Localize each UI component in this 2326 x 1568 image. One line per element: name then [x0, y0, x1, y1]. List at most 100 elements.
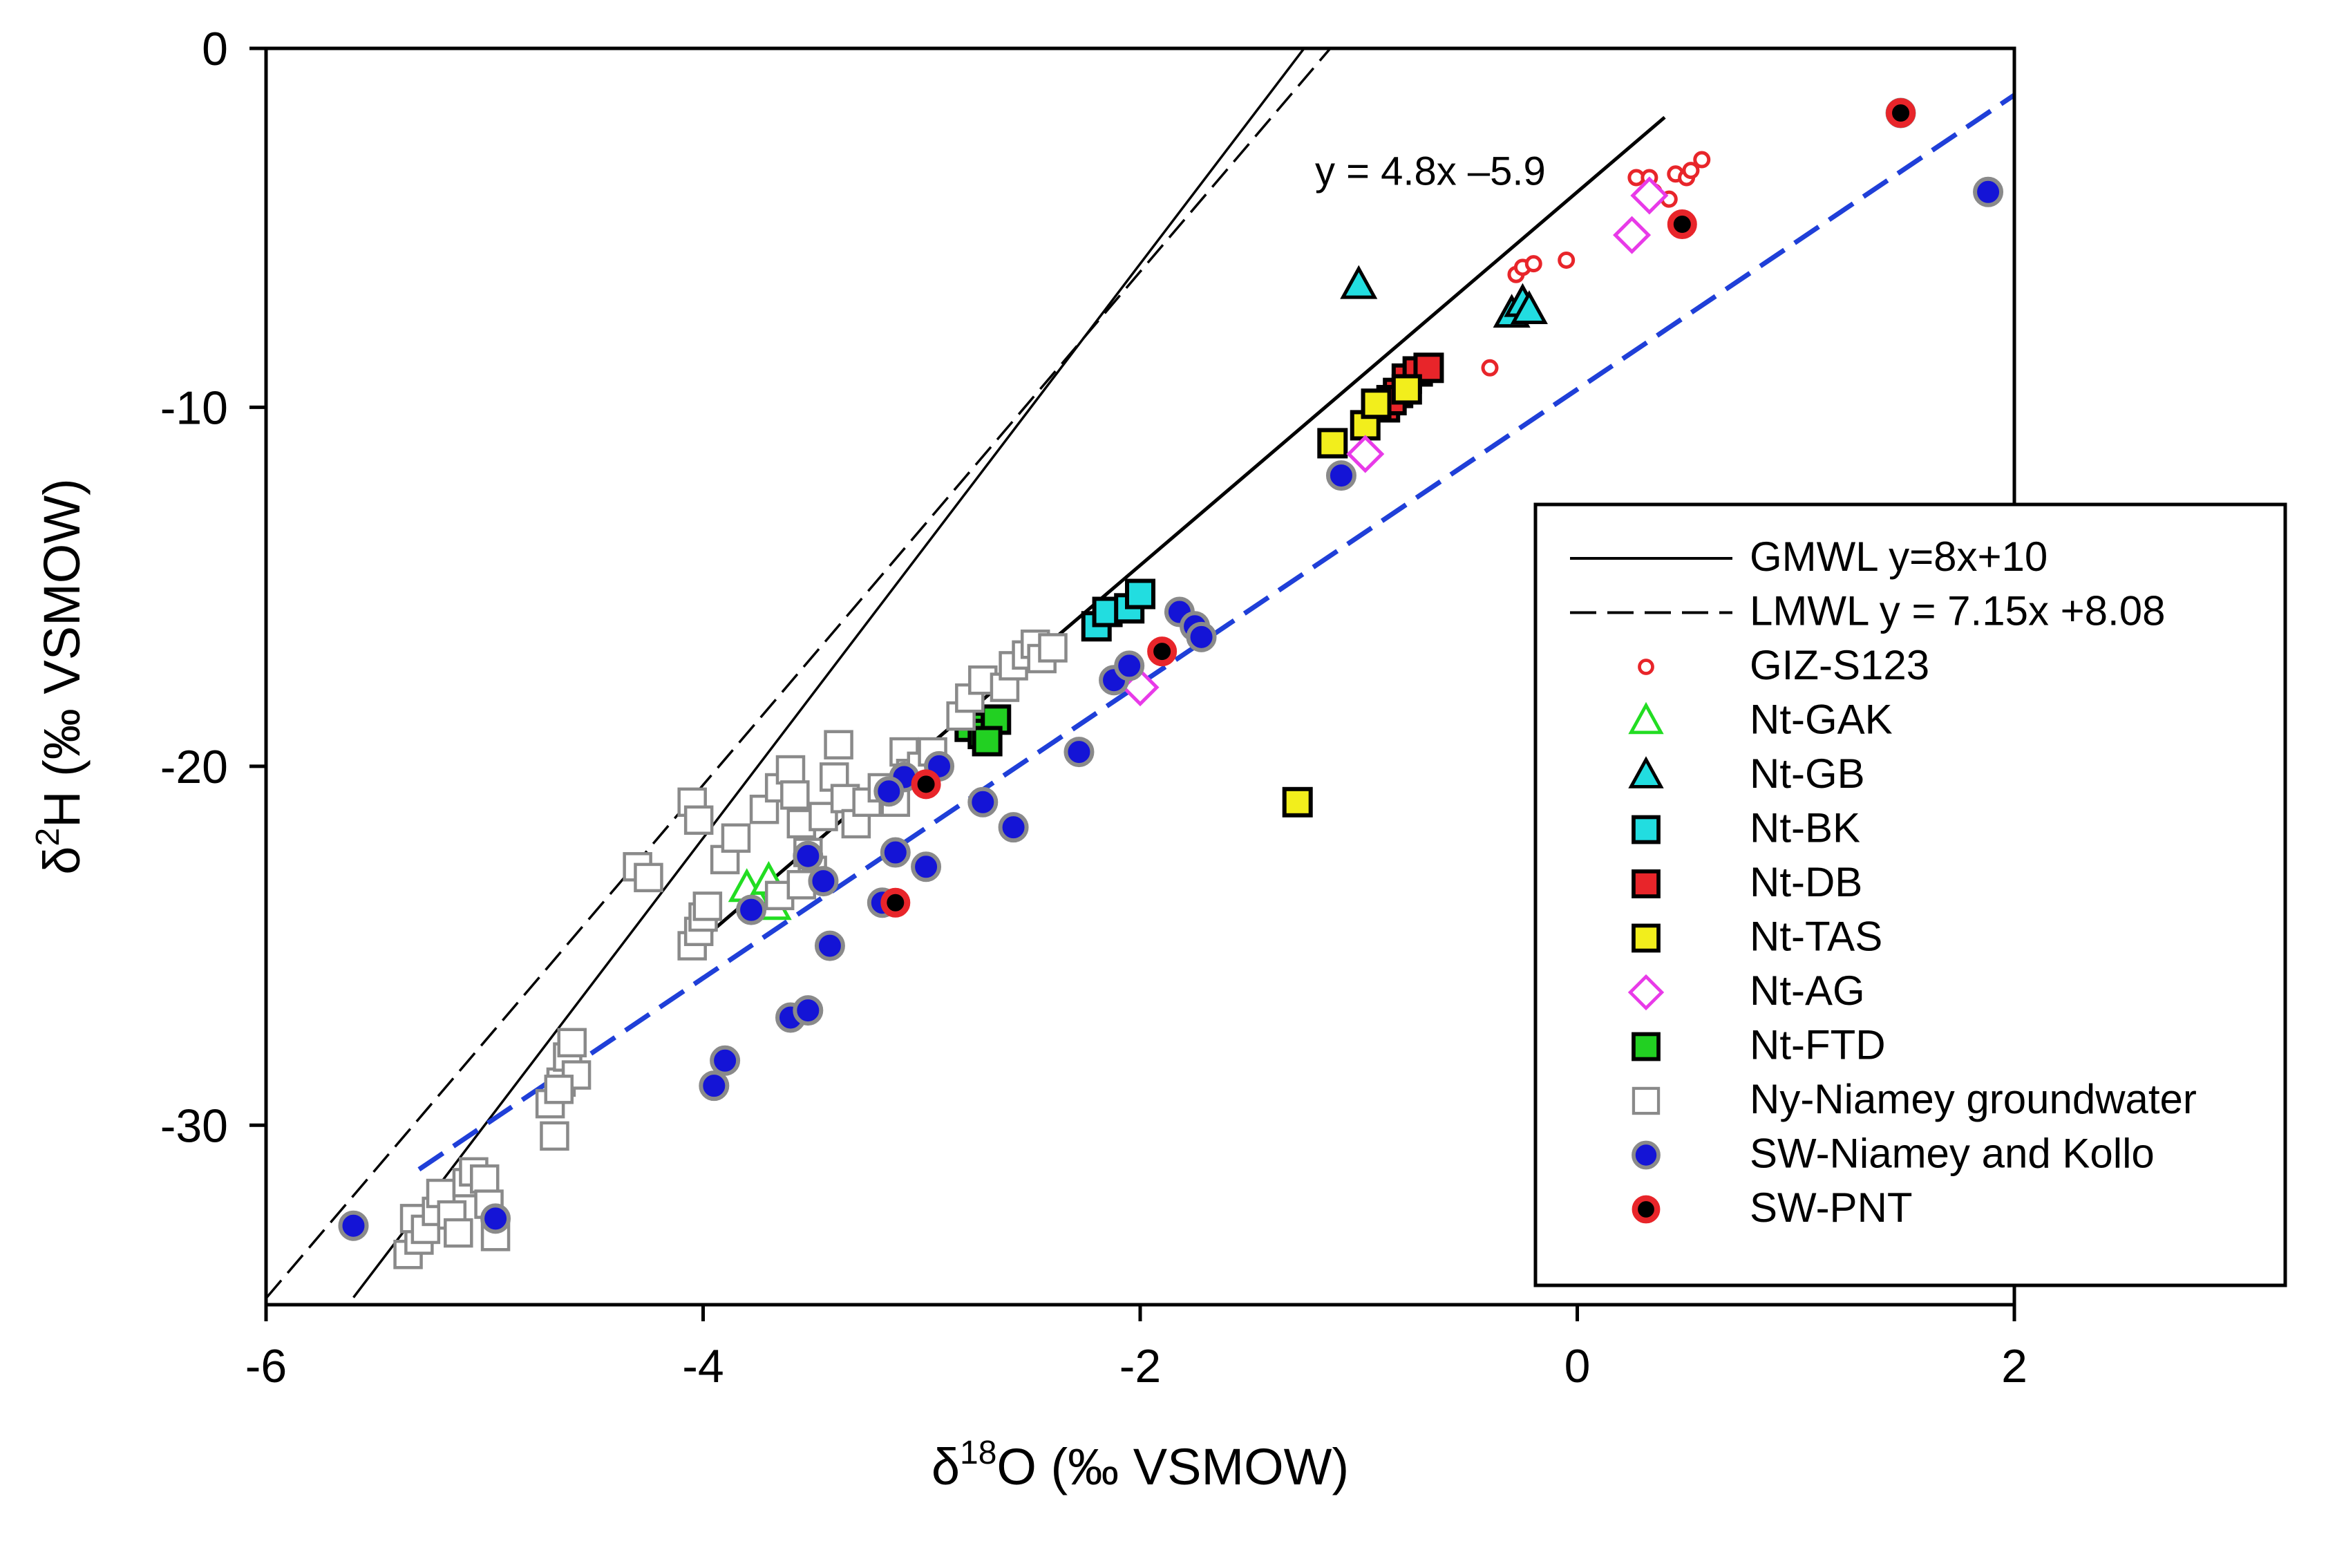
data-point — [911, 769, 941, 800]
y-tick-label: -10 — [160, 381, 228, 434]
data-point — [1481, 359, 1499, 377]
data-point — [1125, 578, 1155, 610]
fit-line-1 — [266, 48, 1332, 1299]
data-point — [1682, 162, 1700, 180]
data-point — [998, 812, 1029, 843]
data-point — [444, 1218, 473, 1248]
legend-label: SW-PNT — [1750, 1184, 1913, 1231]
fit-line-3 — [417, 93, 2014, 1172]
data-point — [634, 862, 663, 893]
data-point — [1346, 435, 1385, 473]
series-9 — [338, 97, 2004, 1241]
y-axis-title: δ2H (‰ VSMOW) — [30, 478, 91, 875]
fit-line-0 — [352, 48, 1305, 1298]
legend-marker — [1632, 923, 1661, 953]
data-point — [911, 851, 942, 882]
data-point — [967, 786, 999, 818]
legend-label: LMWL y = 7.15x +8.08 — [1750, 588, 2165, 634]
data-point — [814, 930, 845, 961]
series-10 — [880, 97, 1916, 918]
data-point — [1186, 621, 1217, 652]
x-tick-label: 2 — [2001, 1340, 2027, 1392]
legend-marker — [1632, 1140, 1661, 1170]
data-point — [880, 887, 911, 918]
series-5 — [1282, 374, 1422, 818]
legend-marker — [1632, 869, 1661, 898]
legend-label: Nt-AG — [1750, 967, 1865, 1014]
legend-marker — [1632, 1086, 1661, 1115]
data-point — [1630, 176, 1669, 215]
data-point — [1063, 737, 1095, 768]
data-point — [1510, 290, 1548, 324]
x-tick-label: 0 — [1564, 1340, 1591, 1392]
x-axis-title-superscript: 18 — [960, 1435, 996, 1471]
y-tick-label: 0 — [202, 23, 228, 75]
data-point — [1524, 255, 1542, 273]
data-point — [1973, 176, 2004, 207]
data-point — [721, 823, 751, 853]
series-2 — [1340, 265, 1548, 328]
legend-label: SW-Niamey and Kollo — [1750, 1131, 2155, 1177]
data-point — [1391, 374, 1422, 405]
data-point — [873, 776, 905, 807]
data-point — [1340, 265, 1378, 299]
data-point — [544, 1075, 574, 1104]
legend: GMWL y=8x+10 LMWL y = 7.15x +8.08 GIZ-S123… — [1533, 502, 2287, 1287]
data-point — [1693, 151, 1711, 169]
data-point — [540, 1121, 569, 1151]
data-point — [1558, 251, 1576, 269]
data-point — [736, 894, 767, 925]
data-point — [699, 1070, 730, 1102]
legend-label: GMWL y=8x+10 — [1750, 533, 2048, 580]
legend-marker — [1632, 1032, 1661, 1061]
legend-label: Nt-FTD — [1750, 1022, 1886, 1068]
data-point — [692, 891, 723, 921]
x-axis-title-prefix: δ — [932, 1438, 960, 1495]
data-point — [808, 866, 839, 897]
data-point — [1114, 650, 1145, 681]
data-point — [972, 726, 1003, 757]
legend-marker — [1628, 756, 1664, 788]
x-tick-label: -2 — [1119, 1340, 1161, 1392]
legend-label: Nt-BK — [1750, 805, 1860, 851]
series-8 — [393, 630, 1068, 1269]
data-point — [1147, 636, 1178, 667]
series-3 — [1081, 578, 1155, 642]
data-point — [809, 802, 838, 831]
data-point — [1282, 786, 1313, 818]
y-axis-title-rest: H (‰ VSMOW) — [33, 478, 91, 828]
data-point — [1886, 97, 1916, 128]
series-6 — [1121, 176, 1669, 707]
data-point — [780, 780, 810, 810]
regression-equation-annotation: y = 4.8x ‒5.9 — [1315, 149, 1546, 193]
data-point — [824, 730, 853, 759]
plot-marks — [266, 48, 2014, 1299]
data-point — [480, 1203, 511, 1234]
data-point — [1413, 352, 1444, 384]
axes: -6 -4 -2 0 20-10-20-30 — [160, 23, 2027, 1392]
legend-marker — [1638, 659, 1654, 675]
legend-label: Nt-DB — [1750, 859, 1862, 905]
x-axis-title-rest: O (‰ VSMOW) — [996, 1438, 1349, 1495]
data-point — [338, 1210, 369, 1241]
data-point — [470, 1164, 500, 1194]
data-point — [710, 1045, 741, 1076]
x-tick-label: -6 — [245, 1340, 287, 1392]
legend-marker — [1632, 815, 1661, 844]
legend-marker — [1632, 1195, 1661, 1224]
x-tick-label: -4 — [682, 1340, 724, 1392]
data-point — [775, 755, 806, 785]
data-point — [1317, 428, 1348, 459]
data-point — [793, 995, 824, 1026]
y-axis-title-superscript: 2 — [30, 828, 66, 847]
data-point — [683, 805, 714, 835]
data-point — [1038, 633, 1068, 663]
legend-marker — [1627, 974, 1665, 1011]
legend-label: Nt-GB — [1750, 750, 1865, 797]
x-axis-title: δ18O (‰ VSMOW) — [932, 1435, 1349, 1495]
legend-label: Nt-GAK — [1750, 697, 1893, 743]
y-tick-label: -20 — [160, 741, 228, 793]
y-tick-label: -30 — [160, 1099, 228, 1152]
data-point — [793, 840, 824, 871]
